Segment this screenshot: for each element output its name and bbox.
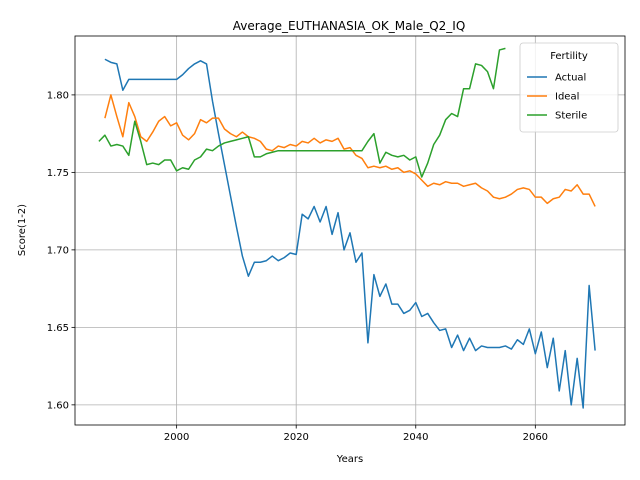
legend-box — [519, 42, 619, 133]
x-tick-label: 2040 — [403, 432, 428, 443]
legend: Fertility Actual Ideal Sterile — [519, 42, 619, 133]
plot-frame — [74, 35, 626, 426]
legend-label-actual: Actual — [555, 73, 586, 84]
series-line-actual — [104, 58, 596, 409]
x-axis-label: Years — [336, 454, 363, 465]
series-line-ideal — [104, 94, 596, 207]
series-lines — [98, 47, 596, 409]
series-line-sterile — [98, 47, 506, 178]
legend-label-sterile: Sterile — [555, 111, 587, 122]
y-tick-label: 1.65 — [47, 323, 69, 334]
y-tick-label: 1.75 — [47, 168, 69, 179]
y-tick-label: 1.70 — [47, 245, 69, 256]
y-axis-label: Score(1-2) — [17, 204, 28, 256]
chart-title: Average_EUTHANASIA_OK_Male_Q2_IQ — [233, 19, 466, 33]
y-tick-label: 1.60 — [47, 400, 69, 411]
legend-label-ideal: Ideal — [555, 92, 579, 103]
legend-title: Fertility — [550, 51, 588, 62]
axis-ticks: 2000 2020 2040 2060 1.60 1.65 1.70 1.75 1.80 — [47, 90, 548, 443]
x-tick-label: 2020 — [283, 432, 308, 443]
y-tick-label: 1.80 — [47, 90, 69, 101]
x-tick-label: 2060 — [523, 432, 548, 443]
x-tick-label: 2000 — [164, 432, 189, 443]
